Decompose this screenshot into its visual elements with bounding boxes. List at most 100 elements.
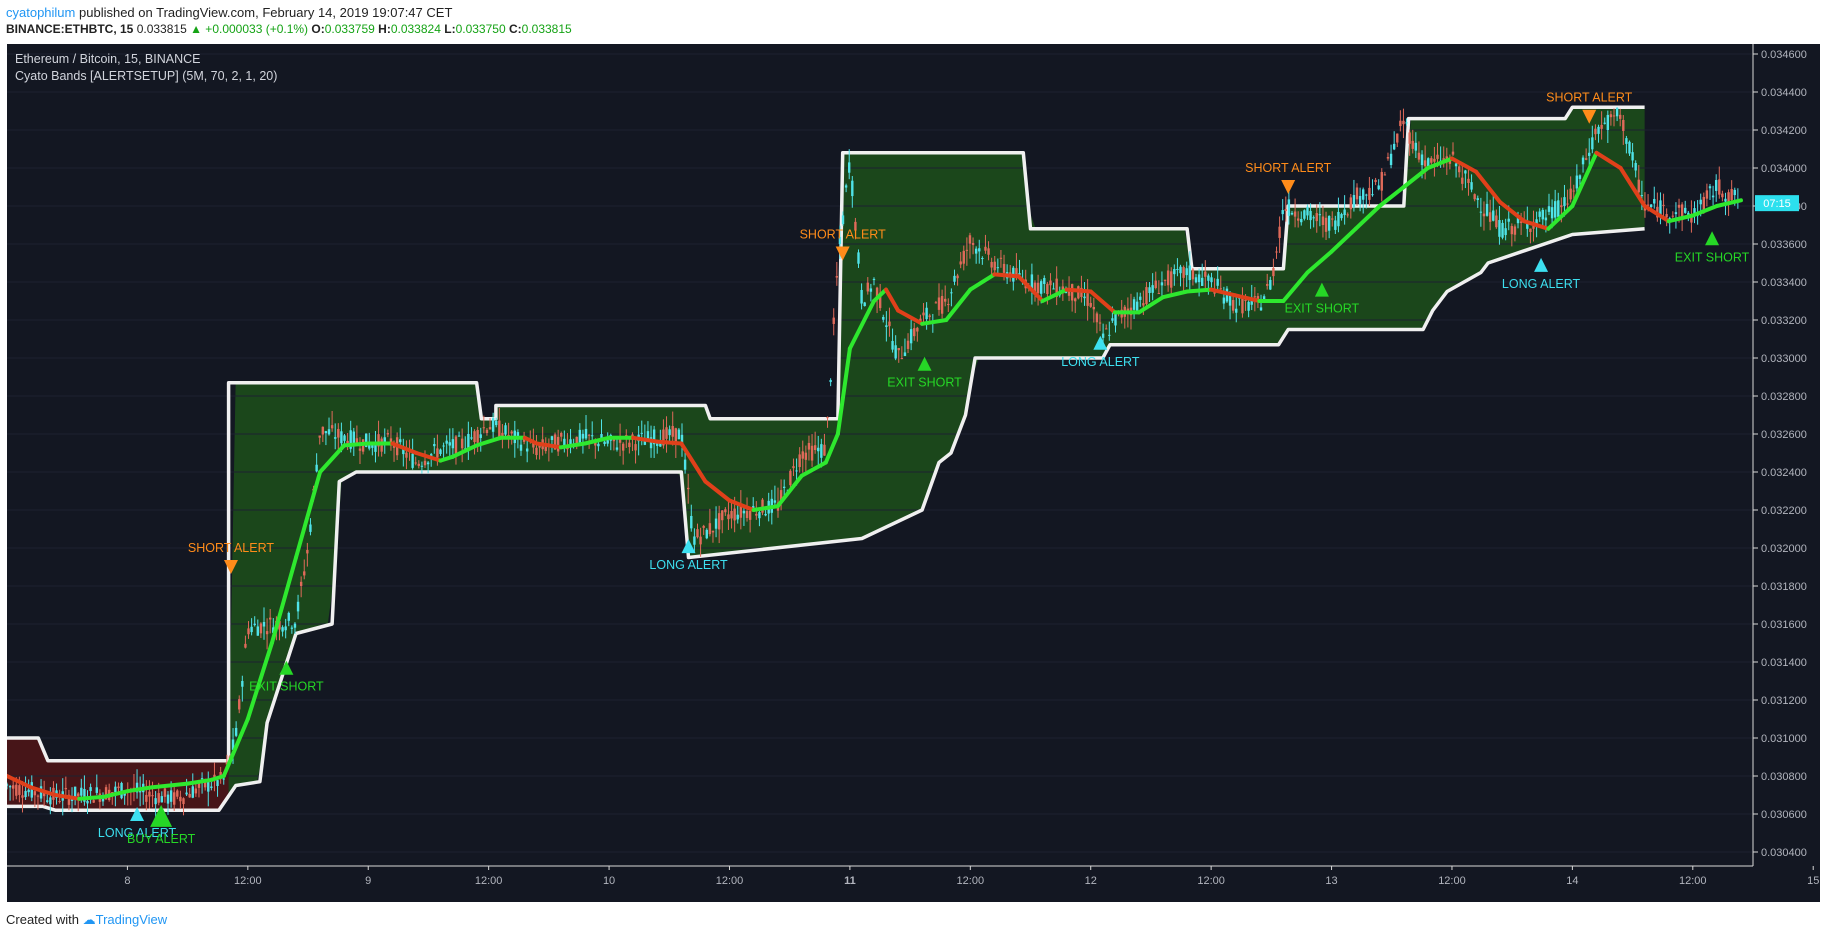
candle-body <box>1572 190 1575 192</box>
candle-body <box>690 515 693 529</box>
ma-segment <box>920 318 949 326</box>
candle-body <box>1588 152 1591 156</box>
candle-body <box>782 486 786 488</box>
candle-body <box>838 236 842 245</box>
candle-body <box>1479 211 1483 213</box>
candle-body <box>578 429 582 443</box>
candle-body <box>810 445 814 461</box>
current-price-badge-text: 07:15 <box>1763 198 1791 210</box>
candle-body <box>306 549 309 554</box>
candle-body <box>1718 179 1721 195</box>
alert-label: BUY ALERT <box>127 832 196 846</box>
candle-body <box>1665 214 1668 218</box>
candle-body <box>1408 132 1411 144</box>
ma-segment <box>1209 287 1238 298</box>
ma-segment <box>871 287 889 303</box>
created-with-text: Created with <box>6 912 79 927</box>
indicator-label[interactable]: Cyato Bands [ALERTSETUP] (5M, 70, 2, 1, … <box>15 69 278 83</box>
candle-body <box>330 425 334 429</box>
ma-segment <box>390 441 419 455</box>
candle-body <box>154 798 157 805</box>
ma-segment <box>799 460 828 478</box>
candle-body <box>296 601 300 612</box>
candle-body <box>1185 268 1188 276</box>
candle-body <box>1216 278 1219 286</box>
candle-body <box>947 304 950 306</box>
candle-body <box>1646 204 1650 206</box>
candle-body <box>1092 306 1096 310</box>
ma-segment <box>835 346 852 436</box>
alert-label: SHORT ALERT <box>800 228 887 242</box>
ma-segment <box>1474 169 1503 205</box>
candle-body <box>628 442 631 448</box>
candle-body <box>355 438 359 443</box>
candle-body <box>392 445 396 448</box>
alert-label: LONG ALERT <box>1061 355 1140 369</box>
ma-segment <box>1666 213 1695 224</box>
candle-body <box>916 327 919 332</box>
candle-body <box>1420 154 1424 166</box>
candle-body <box>928 315 931 317</box>
candle-body <box>1244 299 1247 301</box>
candle-body <box>857 252 860 264</box>
candle-body <box>1721 193 1724 198</box>
candle-body <box>1553 201 1557 218</box>
candle-body <box>724 509 727 513</box>
candle-body <box>454 436 458 455</box>
candle-body <box>956 275 959 279</box>
candle-body <box>1631 152 1634 161</box>
candle-body <box>256 626 260 636</box>
candle-body <box>820 444 823 458</box>
candle-body <box>414 462 417 464</box>
candle-body <box>1256 296 1260 302</box>
candle-body <box>318 435 321 438</box>
candle-body <box>841 215 845 225</box>
candle-body <box>191 786 194 798</box>
symbol-label: BINANCE:ETHBTC, 15 <box>6 22 134 36</box>
candle-body <box>854 221 857 231</box>
candle-body <box>1612 115 1616 117</box>
candle-body <box>293 623 297 628</box>
candle-body <box>1355 187 1359 200</box>
alert-marker-long <box>681 539 696 554</box>
publish-info: cyatophilum published on TradingView.com… <box>6 4 452 21</box>
candle-body <box>909 329 913 344</box>
alert-marker-long <box>1093 335 1108 350</box>
candle-body <box>1504 228 1507 236</box>
candle-body <box>1637 179 1640 193</box>
candle-body <box>1402 120 1405 125</box>
candle-body <box>739 504 743 518</box>
candle-body <box>795 470 798 472</box>
candle-body <box>253 623 256 626</box>
ma-segment <box>221 717 250 778</box>
candle-body <box>1135 301 1139 312</box>
price-tick-label: 0.034400 <box>1761 87 1807 99</box>
ma-segment <box>558 441 587 450</box>
tradingview-link[interactable]: TradingView <box>95 912 168 927</box>
chart-panel[interactable]: SHORT ALERT EXIT SHORT LONG ALERT BUY ALERT… <box>7 44 1820 902</box>
candle-body <box>504 425 507 435</box>
ma-segment <box>703 479 732 503</box>
candle-body <box>176 790 179 797</box>
candle-body <box>1318 214 1322 216</box>
candle-body <box>349 430 352 449</box>
ma-segment <box>1546 204 1575 231</box>
candle-body <box>736 514 739 520</box>
candle-body <box>823 444 826 456</box>
candle-body <box>1513 226 1517 235</box>
candle-body <box>501 432 504 439</box>
candle-body <box>1182 267 1185 278</box>
price-tick-label: 0.033400 <box>1761 277 1807 289</box>
candle-body <box>618 438 622 443</box>
candle-body <box>940 296 944 314</box>
tradingview-logo-icon: ☁ <box>82 912 96 927</box>
ma-segment <box>1618 166 1647 208</box>
candle-body <box>287 612 290 621</box>
time-tick-label: 12:00 <box>475 875 503 887</box>
candle-body <box>863 302 866 307</box>
candle-body <box>259 623 263 634</box>
author-link[interactable]: cyatophilum <box>6 5 76 20</box>
candle-body <box>817 447 820 452</box>
price-tick-label: 0.032000 <box>1761 543 1807 555</box>
